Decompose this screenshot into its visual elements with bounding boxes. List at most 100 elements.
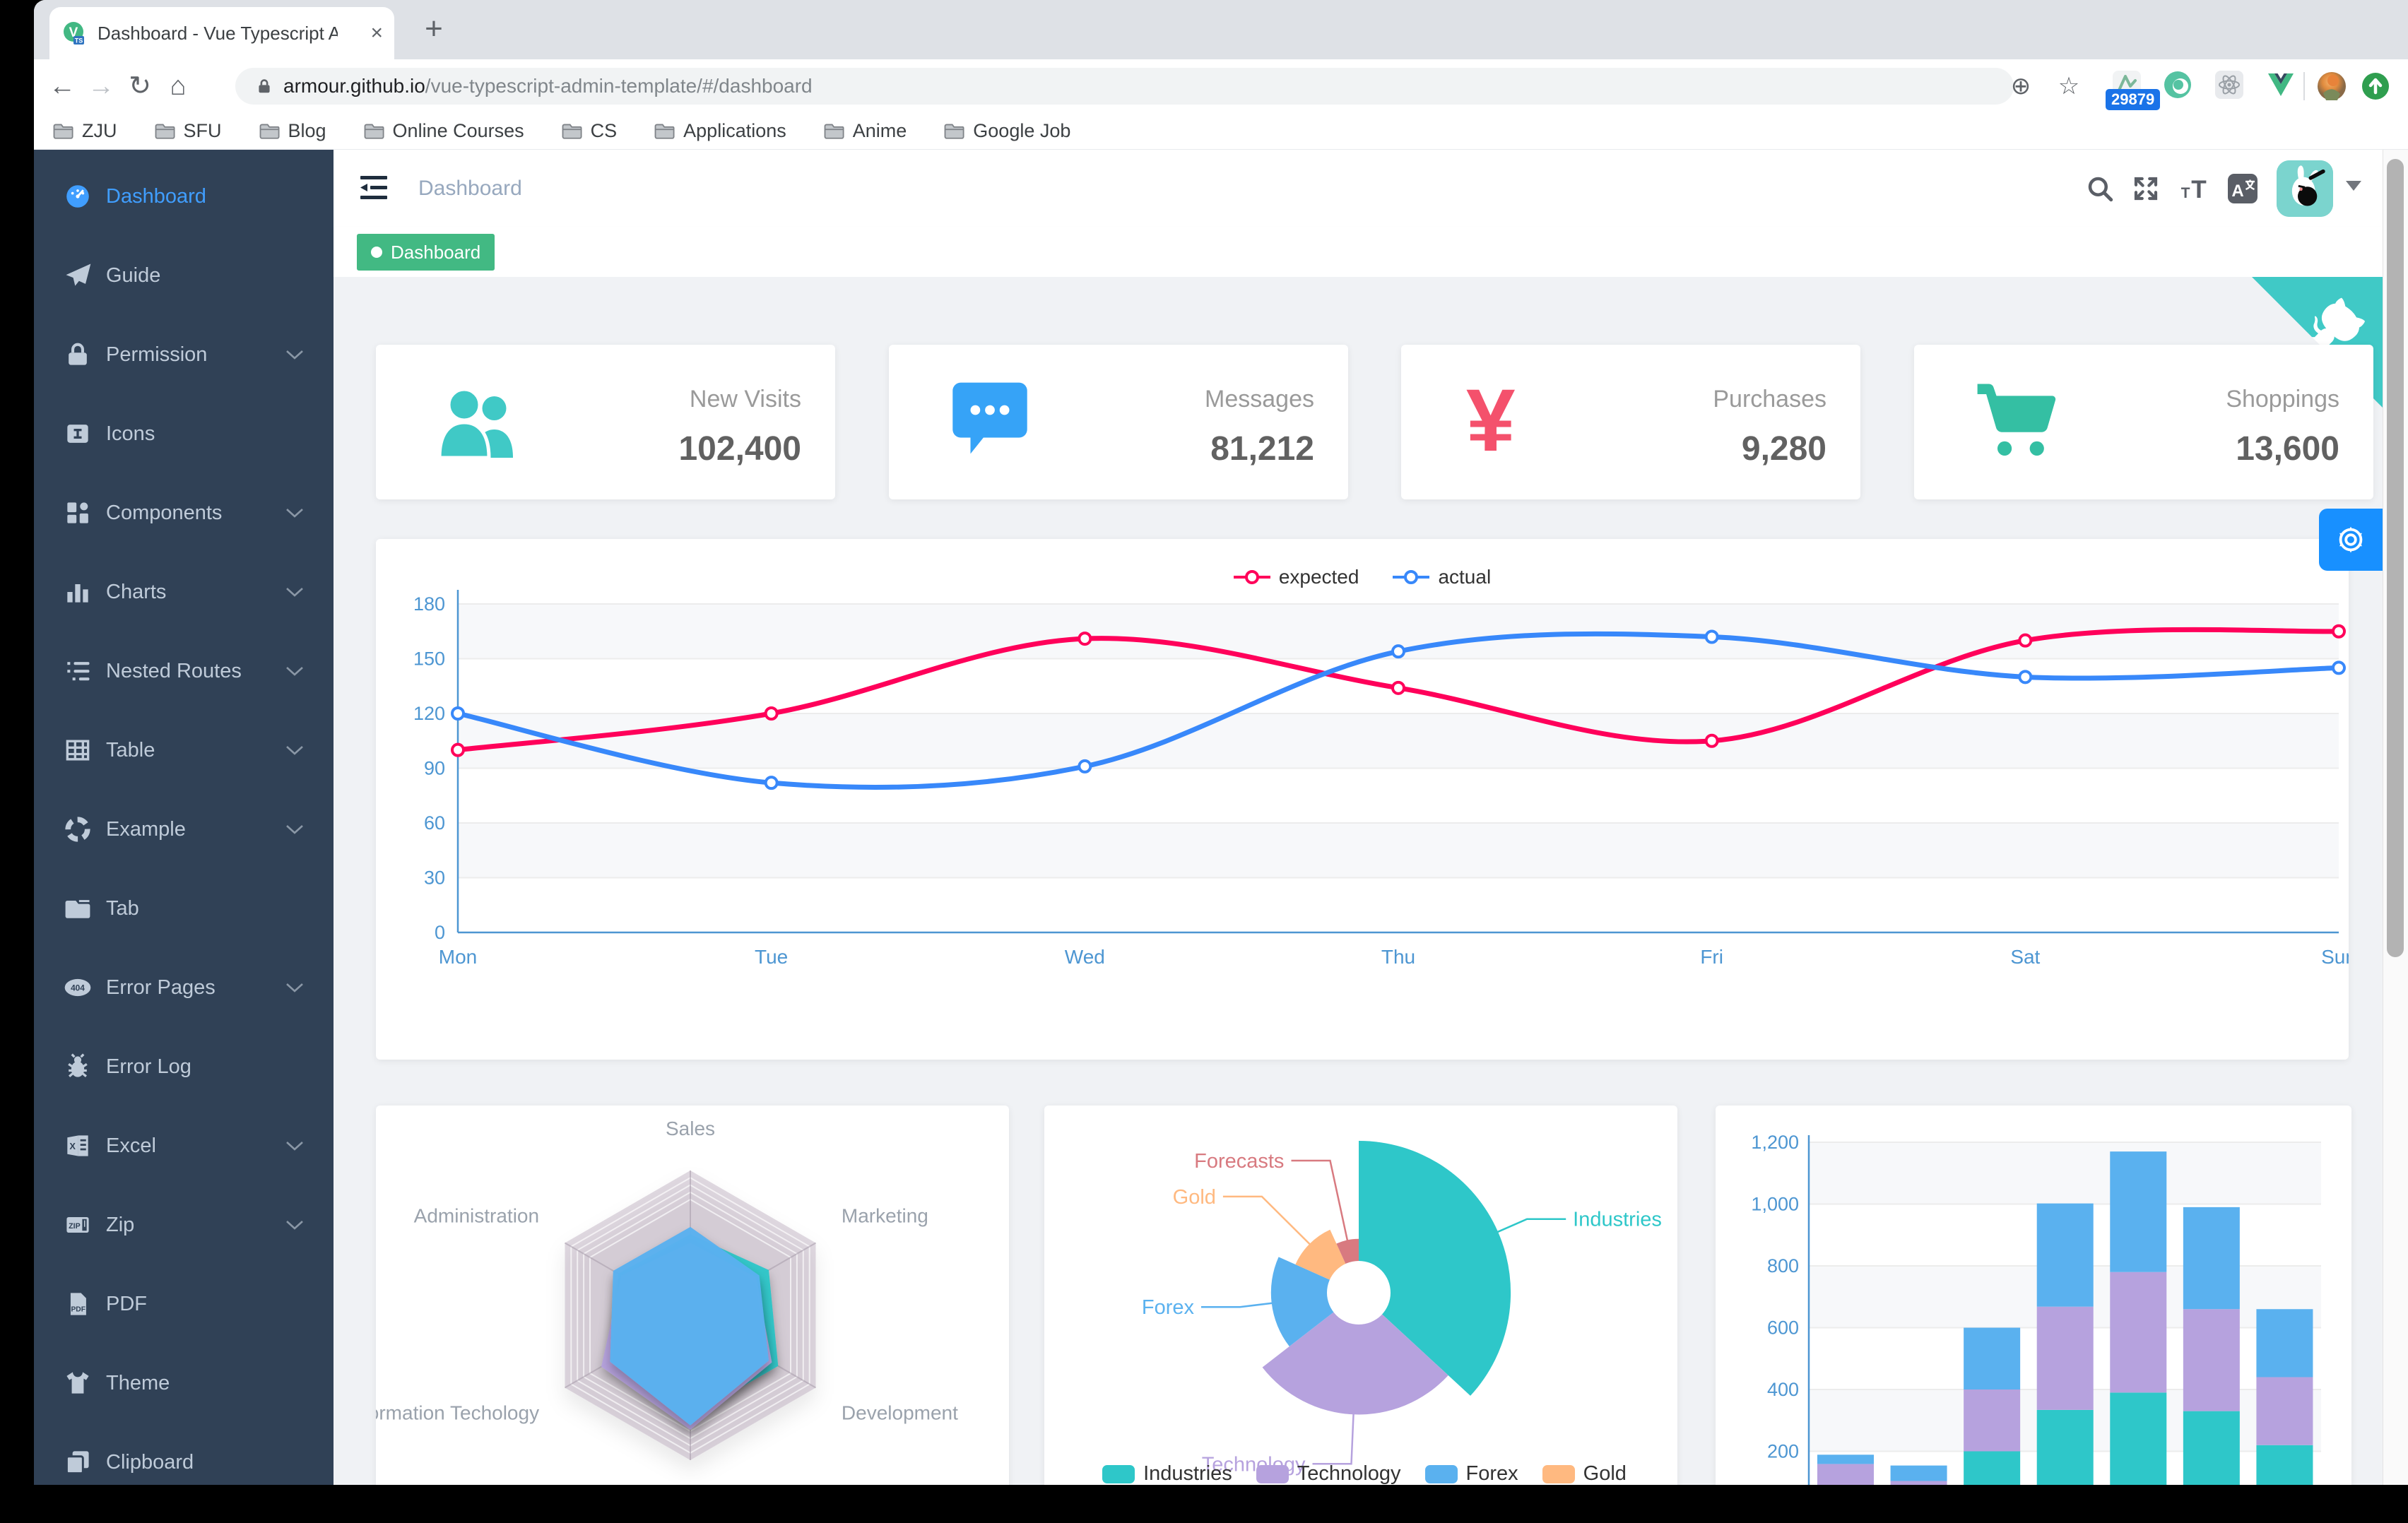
sidebar-item-label: Error Pages xyxy=(106,976,216,999)
sidebar-item-excel[interactable]: Excel xyxy=(34,1106,334,1185)
page-scrollbar-thumb[interactable] xyxy=(2387,159,2404,957)
home-icon[interactable]: ⌂ xyxy=(170,71,187,101)
sidebar-item-label: Dashboard xyxy=(106,184,206,208)
bookmark-item[interactable]: Blog xyxy=(259,120,326,142)
pie-chart-card: Industries Technology Forex Gold Forecasts I… xyxy=(1044,1106,1677,1485)
line-chart-legend[interactable]: expected actual xyxy=(376,566,2349,588)
legend-label: Technology xyxy=(1297,1462,1401,1485)
stat-title: Messages xyxy=(1205,386,1314,413)
pie-legend-item-Gold[interactable]: Gold xyxy=(1542,1462,1627,1485)
sidebar-item-icons[interactable]: Icons xyxy=(34,394,334,473)
chevron-down-icon xyxy=(286,509,303,518)
browser-update-icon[interactable] xyxy=(2360,71,2391,102)
bar-segment-pageC xyxy=(1964,1327,2021,1389)
extension-badge: 29879 xyxy=(2106,89,2161,110)
bar-segment-pageC xyxy=(2110,1151,2167,1272)
bookmark-label: Online Courses xyxy=(392,120,524,141)
new-tab-button[interactable]: + xyxy=(425,11,443,46)
sidebar-item-error-log[interactable]: Error Log xyxy=(34,1027,334,1106)
sidebar-item-theme[interactable]: Theme xyxy=(34,1344,334,1423)
hamburger-collapse-icon[interactable] xyxy=(359,174,389,202)
bookmark-label: ZJU xyxy=(82,120,117,141)
avatar-caret-down-icon[interactable] xyxy=(2346,181,2361,191)
legend-label: Forex xyxy=(1465,1462,1518,1485)
bookmark-star-icon[interactable]: ☆ xyxy=(2058,73,2080,100)
bookmark-item[interactable]: SFU xyxy=(154,120,222,142)
sidebar-item-table[interactable]: Table xyxy=(34,711,334,790)
stat-title: Shoppings xyxy=(2226,386,2339,413)
stat-card-new-visits[interactable]: New Visits 102,400 xyxy=(376,345,835,499)
bookmark-item[interactable]: Online Courses xyxy=(363,120,524,142)
tab-close-icon[interactable]: × xyxy=(370,21,383,45)
svg-text:60: 60 xyxy=(424,812,445,834)
stat-card-purchases[interactable]: ¥ Purchases 9,280 xyxy=(1401,345,1860,499)
svg-text:Forex: Forex xyxy=(1142,1296,1195,1319)
svg-text:0: 0 xyxy=(435,922,445,943)
legend-swatch xyxy=(1542,1464,1575,1483)
bookmark-item[interactable]: Anime xyxy=(823,120,907,142)
sidebar-item-label: Components xyxy=(106,501,223,524)
tab-icon xyxy=(62,893,93,924)
sidebar-item-label: Nested Routes xyxy=(106,659,242,682)
reload-icon[interactable]: ↻ xyxy=(129,71,151,101)
sidebar-item-label: Permission xyxy=(106,343,208,366)
tag-active-dot xyxy=(371,247,382,258)
tag-dashboard[interactable]: Dashboard xyxy=(357,234,495,271)
extension-vue-icon[interactable] xyxy=(2265,69,2296,100)
sidebar-item-charts[interactable]: Charts xyxy=(34,552,334,632)
stat-card-messages[interactable]: Messages 81,212 xyxy=(889,345,1348,499)
bar-segment-pageC xyxy=(2036,1203,2094,1307)
zip-icon xyxy=(62,1209,93,1240)
extension-react-icon[interactable] xyxy=(2214,69,2245,100)
sidebar-item-dashboard[interactable]: Dashboard xyxy=(34,157,334,236)
bookmark-item[interactable]: Google Job xyxy=(943,120,1070,142)
bookmark-item[interactable]: CS xyxy=(561,120,617,142)
pie-legend-item-Forex[interactable]: Forex xyxy=(1424,1462,1518,1485)
bar-segment-pageB xyxy=(2256,1377,2313,1445)
stat-card-shoppings[interactable]: Shoppings 13,600 xyxy=(1914,345,2373,499)
theme-icon xyxy=(62,1368,93,1399)
sidebar-item-example[interactable]: Example xyxy=(34,790,334,869)
pie-legend-item-Technology[interactable]: Technology xyxy=(1256,1462,1401,1485)
bar-segment-pageA xyxy=(2036,1409,2094,1485)
browser-tab[interactable]: V TS Dashboard - Vue Typescript Ad × xyxy=(49,7,394,59)
sidebar-item-components[interactable]: Components xyxy=(34,473,334,552)
bookmark-item[interactable]: ZJU xyxy=(52,120,117,142)
pie-legend-item-Industries[interactable]: Industries xyxy=(1102,1462,1232,1485)
sidebar-item-zip[interactable]: Zip xyxy=(34,1185,334,1264)
text-size-icon[interactable]: T T xyxy=(2178,173,2212,204)
extension-green-icon[interactable] xyxy=(2162,69,2193,100)
legend-item-expected[interactable]: expected xyxy=(1233,566,1359,588)
sidebar-item-guide[interactable]: Guide xyxy=(34,236,334,315)
legend-item-actual[interactable]: actual xyxy=(1393,566,1491,588)
svg-text:1,000: 1,000 xyxy=(1751,1194,1799,1215)
sidebar-item-nested-routes[interactable]: Nested Routes xyxy=(34,632,334,711)
profile-avatar[interactable] xyxy=(2316,71,2347,102)
svg-text:T: T xyxy=(2191,176,2207,203)
bookmark-item[interactable]: Applications xyxy=(654,120,786,142)
sidebar-item-permission[interactable]: Permission xyxy=(34,315,334,394)
sidebar-item-tab[interactable]: Tab xyxy=(34,869,334,948)
settings-gear-button[interactable] xyxy=(2319,509,2383,571)
fullscreen-icon[interactable] xyxy=(2131,173,2161,204)
address-bar[interactable]: armour.github.io/vue-typescript-admin-te… xyxy=(235,68,2014,105)
sidebar-item-clipboard[interactable]: Clipboard xyxy=(34,1423,334,1485)
gear-icon xyxy=(2339,526,2363,553)
shopping-cart-icon xyxy=(1977,384,2056,456)
page-scrollbar-track[interactable] xyxy=(2383,150,2408,1485)
sidebar-item-error-pages[interactable]: Error Pages xyxy=(34,948,334,1027)
sidebar-item-pdf[interactable]: PDF xyxy=(34,1264,334,1344)
chevron-down-icon xyxy=(286,746,303,755)
translate-icon[interactable]: A xyxy=(2227,173,2258,204)
zoom-page-icon[interactable]: ⊕ xyxy=(2010,73,2031,100)
forward-icon[interactable]: → xyxy=(88,71,114,101)
url-text: armour.github.io/vue-typescript-admin-te… xyxy=(283,75,813,97)
people-icon xyxy=(437,387,513,460)
search-icon[interactable] xyxy=(2085,173,2115,204)
bar-segment-pageC xyxy=(1817,1454,1874,1464)
back-icon[interactable]: ← xyxy=(49,71,76,101)
svg-text:Thu: Thu xyxy=(1381,946,1415,968)
bar-segment-pageB xyxy=(2183,1309,2240,1411)
user-avatar[interactable] xyxy=(2277,160,2333,217)
